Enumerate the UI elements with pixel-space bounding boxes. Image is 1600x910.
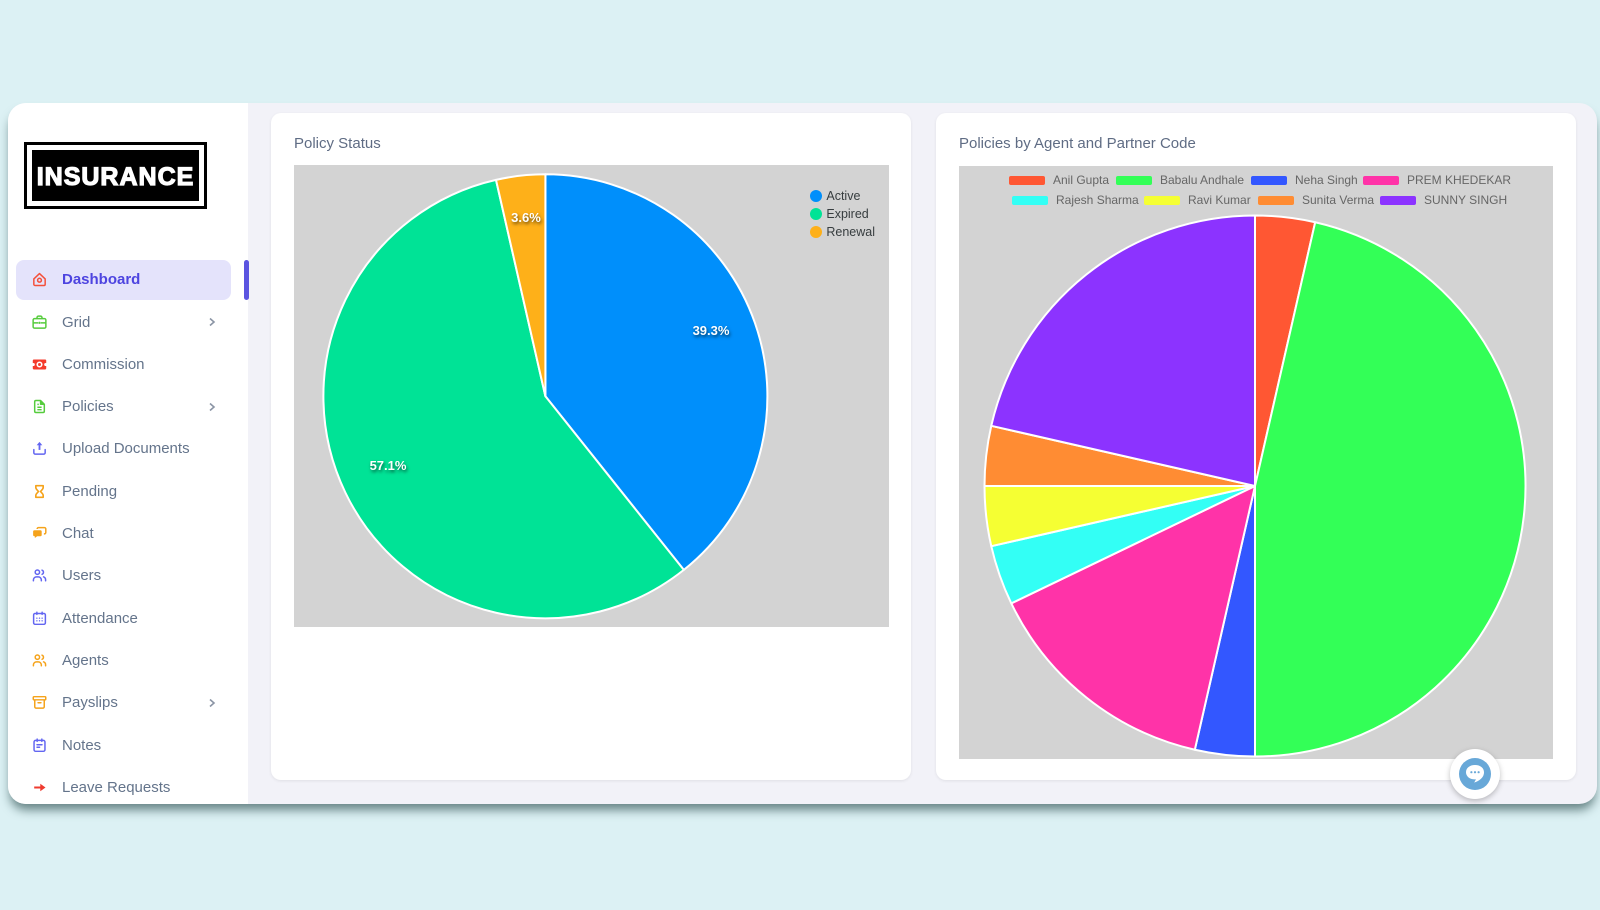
svg-text:57.1%: 57.1%	[370, 458, 407, 473]
svg-text:39.3%: 39.3%	[693, 323, 730, 338]
svg-text:3.6%: 3.6%	[511, 210, 541, 225]
